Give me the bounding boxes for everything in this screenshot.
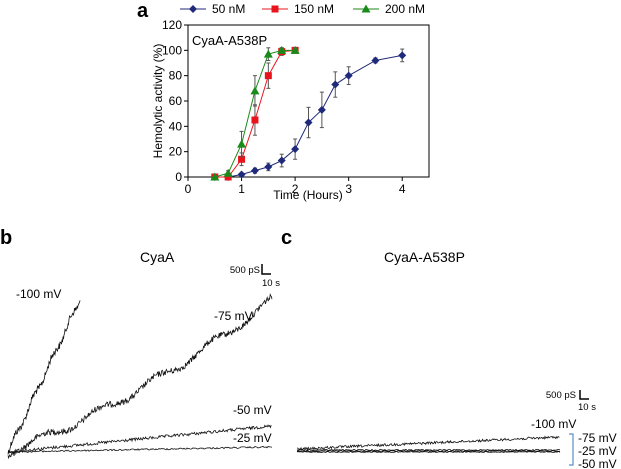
data-point (331, 80, 340, 89)
data-point (263, 49, 273, 58)
y-tick-label: 20 (169, 145, 183, 159)
panel-b-title: CyaA (140, 249, 175, 265)
data-point (290, 45, 300, 54)
panel-b-label-25mv: -25 mV (233, 431, 272, 445)
panel-c-title: CyaA-A538P (384, 249, 465, 265)
panel-c-label-75mv: -75 mV (578, 431, 617, 445)
scale-bar-c-y-label: 500 pS (546, 390, 576, 401)
panel-letter-b: b (0, 227, 12, 249)
panel-b-traces (7, 292, 273, 460)
data-point (398, 51, 407, 60)
data-point (277, 45, 287, 54)
data-point (223, 168, 233, 177)
trace-minus-75mv (7, 292, 273, 460)
legend-label: 150 nM (294, 2, 334, 16)
voltage-bracket (569, 433, 574, 466)
data-point (264, 72, 272, 80)
data-point (251, 116, 259, 124)
panel-b-scale-bar: 500 pS 10 s (230, 264, 280, 289)
trace-c-minus-100mv (296, 435, 560, 451)
legend-marker (271, 5, 279, 13)
data-point (264, 162, 273, 171)
data-point (238, 155, 246, 163)
y-tick-label: 40 (169, 119, 183, 133)
panel-letter-c: c (281, 227, 292, 249)
x-tick-label: 1 (238, 182, 245, 196)
scale-bar-c-x-label: 10 s (578, 402, 596, 413)
data-point (237, 170, 246, 179)
x-tick-label: 2 (292, 182, 299, 196)
data-point (250, 166, 259, 175)
legend-label: 200 nM (385, 2, 425, 16)
y-tick-label: 80 (169, 69, 183, 83)
trace-minus-25mv (7, 445, 273, 454)
data-point (304, 118, 313, 127)
series-50-nm (210, 48, 407, 181)
panel-c-traces (296, 435, 561, 453)
panel-c-label-100mv: -100 mV (531, 417, 576, 431)
data-point (210, 172, 220, 181)
series-layer (210, 45, 407, 181)
trace-minus-50mv (7, 424, 272, 455)
y-tick-label: 100 (162, 43, 182, 57)
y-tick-label: 120 (162, 18, 182, 32)
legend-marker (189, 5, 197, 13)
data-point (317, 105, 326, 114)
y-tick-label: 0 (175, 170, 182, 184)
scale-bar-lines (261, 264, 271, 275)
legend-label: 50 nM (212, 2, 245, 16)
panel-b-label-50mv: -50 mV (233, 403, 272, 417)
data-point (224, 173, 232, 181)
trace-c-minus-25mv (296, 451, 561, 453)
y-axis-label: Hemolytic activity (%) (151, 44, 165, 159)
data-point (250, 86, 260, 95)
trace-c-minus-50mv (296, 449, 561, 453)
panel-letter-a: a (137, 0, 149, 22)
y-tick-label: 60 (169, 94, 183, 108)
data-point (237, 139, 247, 148)
panel-c-scale-bar: 500 pS 10 s (546, 390, 596, 413)
panel-c-label-25mv: -25 mV (578, 444, 617, 458)
trace-minus-100mv (7, 300, 81, 455)
inset-label: CyaA-A538P (192, 33, 267, 48)
legend-marker (361, 4, 371, 13)
x-tick-label: 4 (399, 182, 406, 196)
panel-b-label-100mv: -100 mV (16, 287, 61, 301)
scale-bar-lines-c (579, 390, 589, 400)
data-point (291, 145, 300, 154)
scale-bar-x-label: 10 s (262, 278, 280, 289)
series-200-nm (210, 45, 300, 181)
x-tick-label: 0 (185, 182, 192, 196)
scale-bar-y-label: 500 pS (230, 265, 260, 276)
panel-b-label-75mv: -75 mV (214, 309, 253, 323)
panel-c-label-50mv: -50 mV (578, 457, 617, 469)
data-point (277, 156, 286, 165)
data-point (344, 71, 353, 80)
data-point (371, 56, 380, 65)
x-axis-label: Time (Hours) (273, 188, 343, 202)
x-tick-label: 3 (345, 182, 352, 196)
chart-legend: 50 nM 150 nM 200 nM (180, 2, 425, 16)
